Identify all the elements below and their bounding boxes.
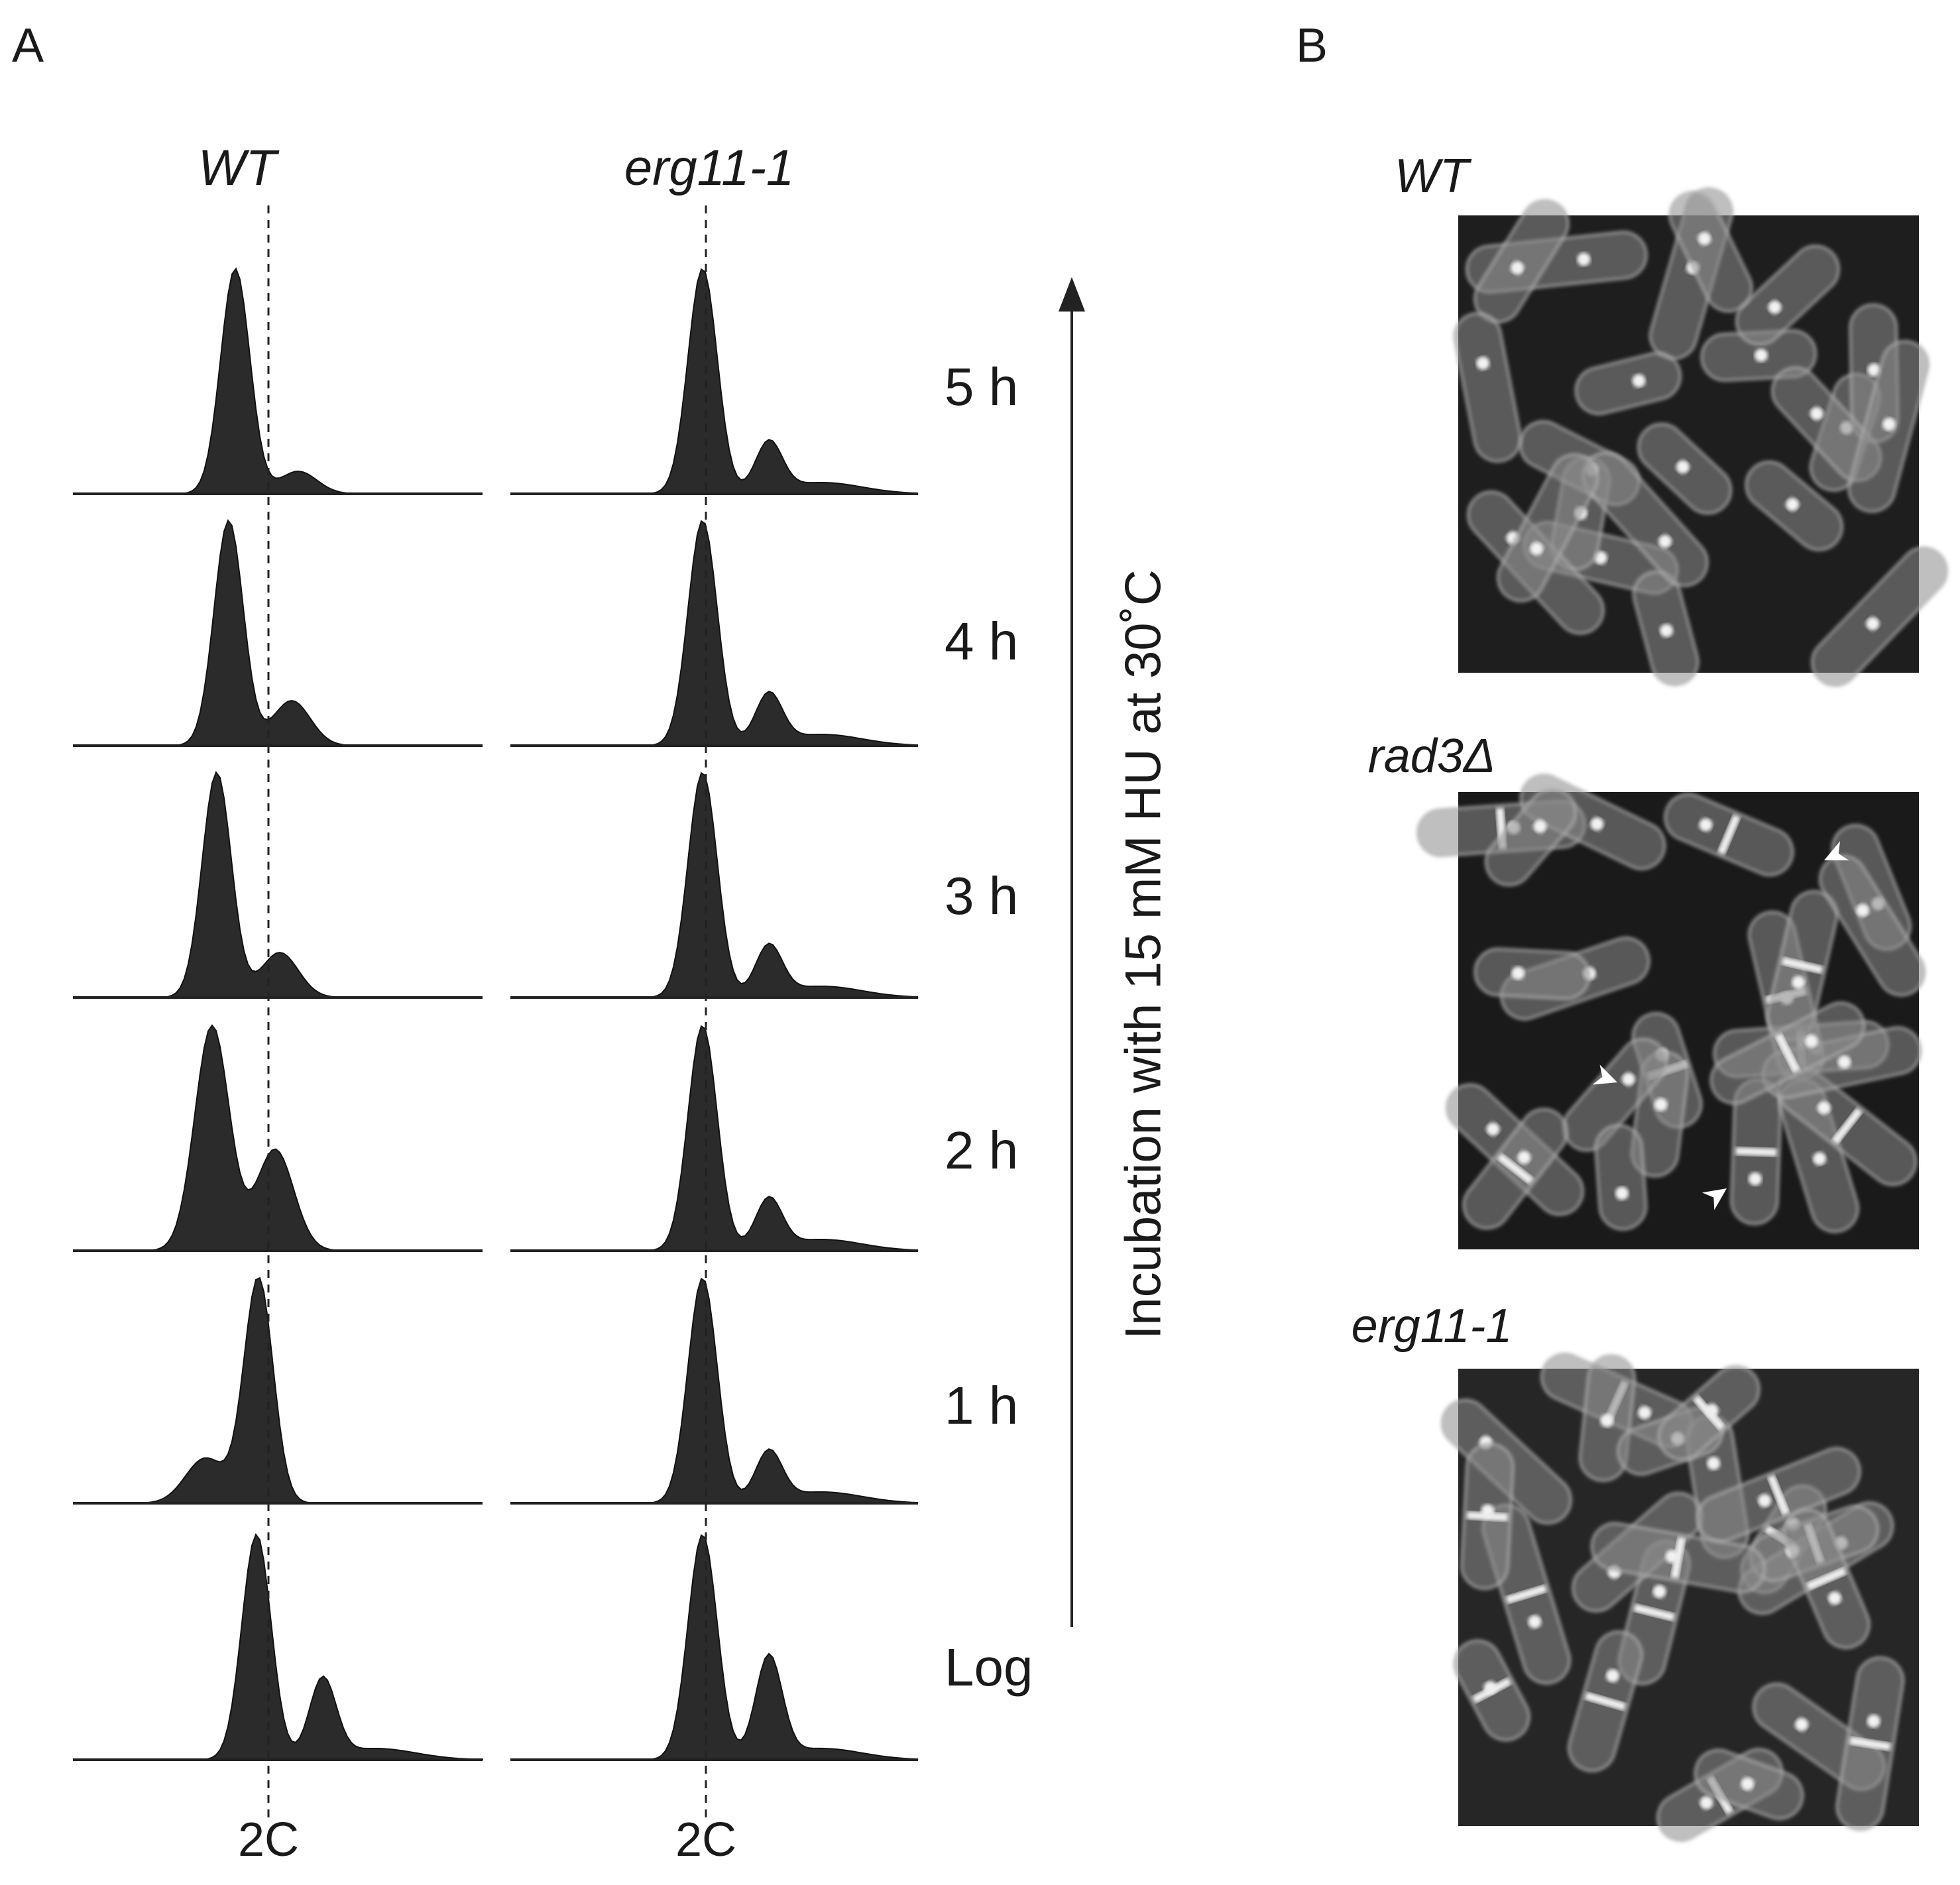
histogram-wt-3h: [73, 771, 483, 999]
time-label-log: Log: [945, 1638, 1033, 1697]
histogram-wt-1h: [73, 1277, 483, 1505]
histogram-area: [73, 519, 483, 746]
panel-a-letter: A: [12, 19, 44, 72]
histogram-erg11-4h: [510, 520, 919, 747]
histogram-area: [510, 1534, 919, 1760]
histogram-area: [510, 520, 919, 746]
histogram-area: [73, 771, 483, 998]
time-label-4h: 4 h: [945, 612, 1019, 671]
histogram-wt-log: [73, 1533, 483, 1761]
panel-b-letter: B: [1296, 19, 1328, 72]
histogram-erg11-2h: [510, 1025, 919, 1252]
histogram-erg11-5h: [510, 268, 919, 495]
time-label-3h: 3 h: [945, 866, 1019, 925]
time-label-1h: 1 h: [945, 1376, 1019, 1435]
column-title-erg11: erg11-1: [624, 140, 795, 196]
erg11-2c-label: 2C: [675, 1813, 737, 1866]
micrograph-title-wt: WT: [1395, 150, 1469, 203]
histogram-area: [73, 1277, 483, 1504]
wt-2c-label: 2C: [237, 1813, 300, 1866]
histogram-wt-4h: [73, 519, 483, 747]
histogram-wt-5h: [73, 267, 483, 495]
histogram-area: [510, 1277, 919, 1504]
histogram-area: [510, 771, 919, 998]
histogram-erg11-3h: [510, 771, 919, 999]
time-arrow-head: [1059, 277, 1085, 312]
histogram-area: [73, 267, 483, 494]
column-title-wt: WT: [198, 140, 277, 196]
incubation-arrow-label: Incubation with 15 mM HU at 30˚C: [1115, 569, 1172, 1340]
histogram-area: [73, 1024, 483, 1251]
histogram-area: [510, 1025, 919, 1251]
micrograph-title-rad3: rad3Δ: [1367, 730, 1496, 783]
micrograph-title-erg11: erg11-1: [1351, 1300, 1513, 1353]
histogram-wt-2h: [73, 1024, 483, 1252]
histogram-erg11-log: [510, 1534, 919, 1761]
time-label-5h: 5 h: [945, 357, 1019, 416]
time-label-2h: 2 h: [945, 1121, 1019, 1180]
histogram-area: [73, 1533, 483, 1760]
histogram-area: [510, 268, 919, 494]
histogram-erg11-1h: [510, 1277, 919, 1505]
